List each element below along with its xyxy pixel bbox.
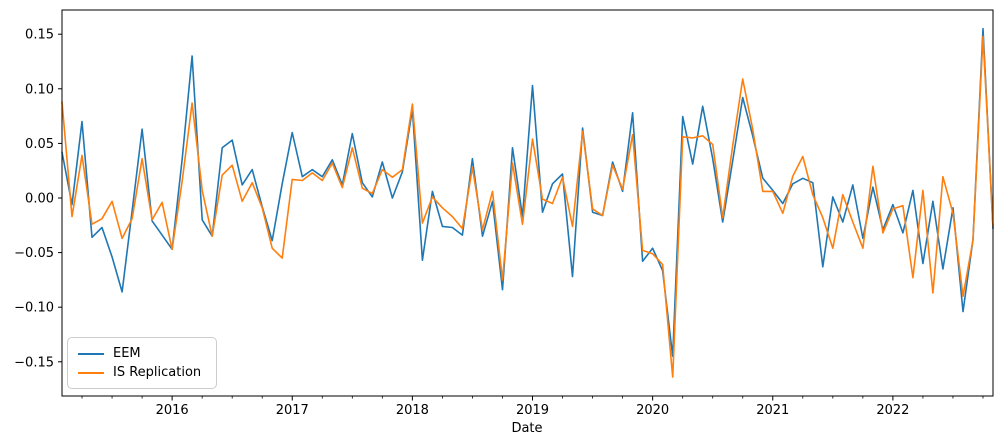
legend-entry-eem: EEM	[68, 345, 216, 361]
eem-line-sample	[78, 352, 104, 355]
x-tick-label: 2020	[636, 403, 669, 418]
y-tick-label: 0.00	[25, 192, 54, 207]
y-tick-label: 0.10	[25, 82, 54, 97]
x-axis-label: Date	[511, 421, 542, 436]
plot-border	[61, 9, 994, 397]
x-tick-label: 2018	[396, 403, 429, 418]
y-tick-label: −0.15	[14, 355, 54, 370]
legend-entry-is-replication: IS Replication	[68, 364, 216, 380]
is-replication-line	[61, 35, 994, 378]
x-tick-label: 2021	[756, 403, 789, 418]
axis-tick-labels: 0.15 0.10 0.05 0.00 −0.05 −0.10 −0.15 2016 2017 2…	[14, 28, 909, 418]
axis-ticks	[58, 33, 894, 401]
legend-label-is-replication: IS Replication	[113, 364, 202, 380]
legend: EEM IS Replication	[67, 337, 217, 389]
x-tick-label: 2019	[516, 403, 549, 418]
y-tick-label: −0.05	[14, 246, 54, 261]
data-series-lines	[61, 27, 994, 378]
eem-line	[61, 27, 994, 358]
y-tick-label: 0.05	[25, 137, 54, 152]
x-tick-label: 2022	[876, 403, 909, 418]
y-tick-label: 0.15	[25, 28, 54, 43]
legend-label-eem: EEM	[113, 345, 141, 361]
y-tick-label: −0.10	[14, 301, 54, 316]
x-tick-label: 2016	[156, 403, 189, 418]
is-replication-line-sample	[78, 371, 104, 374]
x-tick-label: 2017	[276, 403, 309, 418]
